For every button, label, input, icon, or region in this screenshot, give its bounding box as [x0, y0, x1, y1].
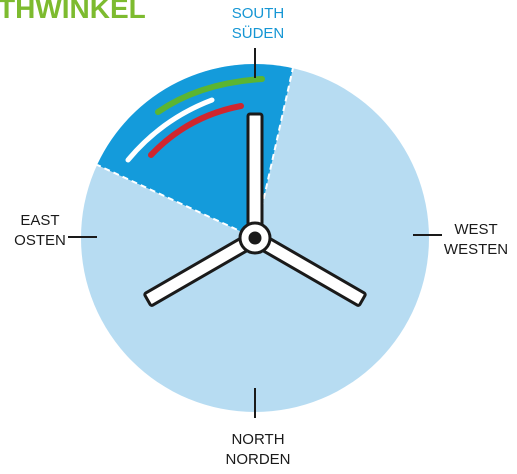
label-south-de: SÜDEN — [231, 25, 285, 42]
label-west: WEST WESTEN — [436, 220, 516, 260]
label-north-de: NORDEN — [225, 451, 291, 468]
highlighted-sector — [97, 64, 293, 238]
sector-boundary-right — [254, 67, 294, 239]
brand-logo-text: THWINKEL — [0, 0, 146, 24]
sector-boundary-left — [96, 163, 256, 239]
label-west-de: WESTEN — [443, 241, 509, 258]
arc-green — [155, 76, 265, 115]
arc-red — [148, 103, 244, 158]
label-east-de: OSTEN — [14, 232, 66, 249]
label-north: NORTH NORDEN — [208, 430, 308, 470]
label-south: SOUTH SÜDEN — [208, 4, 308, 44]
arc-white — [125, 97, 215, 163]
label-south-en: SOUTH — [231, 5, 285, 22]
label-east: EAST OSTEN — [2, 211, 78, 251]
rotor-hub-center — [248, 231, 262, 245]
label-east-en: EAST — [20, 212, 60, 229]
label-west-en: WEST — [454, 221, 498, 238]
rotor — [143, 112, 367, 307]
label-north-en: NORTH — [231, 431, 285, 448]
rotor-blade-up — [246, 112, 264, 240]
